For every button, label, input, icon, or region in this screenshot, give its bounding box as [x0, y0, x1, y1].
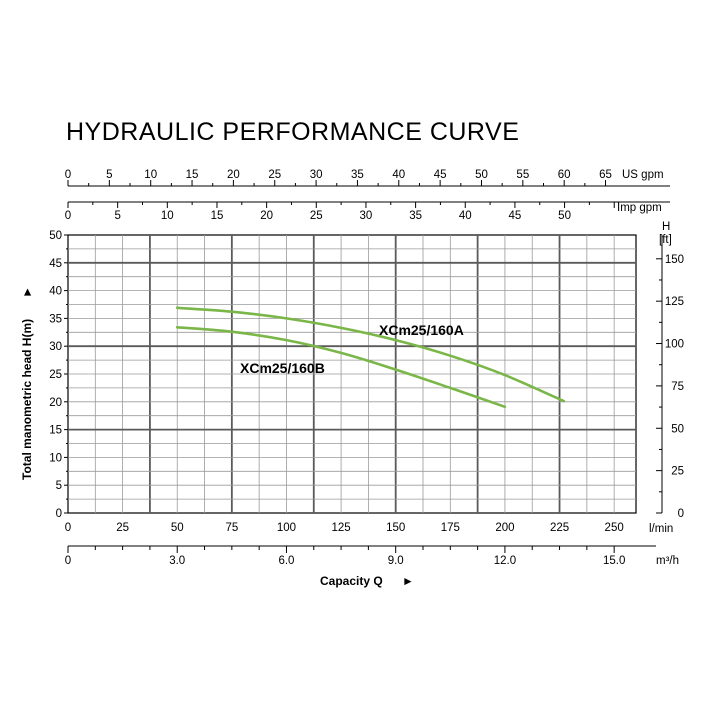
head-ft-tick-label: 100	[665, 339, 684, 351]
imp-gpm-unit: Imp gpm	[617, 202, 662, 214]
head-m-axis: 0 5 10 15 20 25 30 35 40 45 50 ►	[20, 230, 68, 520]
head-m-tick-label: 5	[56, 480, 62, 492]
m3h-tick-label: 15.0	[603, 555, 625, 567]
head-ft-unit-top: H	[662, 221, 670, 233]
head-m-tick-label: 45	[49, 258, 62, 270]
lmin-tick-label: 175	[441, 522, 460, 534]
m3h-tick-label: 0	[65, 555, 71, 567]
curve-xcm25-160b	[175, 326, 507, 409]
imp-gpm-tick-label: 20	[260, 210, 273, 222]
head-ft-tick-label: 0	[678, 508, 684, 520]
curve-xcm25-160a	[175, 306, 566, 403]
us-gpm-unit: US gpm	[622, 169, 664, 181]
imp-gpm-tick-label: 0	[65, 210, 71, 222]
head-m-tick-label: 25	[49, 369, 62, 381]
head-m-tick-label: 15	[49, 425, 62, 437]
head-ft-axis: 0 25 50 75 100 125 150 H[ft]	[656, 221, 684, 520]
lmin-tick-label: 250	[605, 522, 624, 534]
y-axis-label: Total manometric head H(m)	[20, 319, 34, 480]
us-gpm-tick-label: 60	[558, 169, 571, 181]
head-ft-tick-label: 50	[671, 423, 684, 435]
imp-gpm-tick-label: 35	[409, 210, 422, 222]
head-m-tick-label: 35	[49, 313, 62, 325]
performance-curves: XCm25/160A XCm25/160B	[175, 306, 566, 409]
us-gpm-tick-label: 5	[106, 169, 112, 181]
imp-gpm-tick-label: 30	[360, 210, 373, 222]
curve-label: XCm25/160A	[379, 322, 464, 338]
us-gpm-tick-label: 40	[392, 169, 405, 181]
us-gpm-tick-label: 55	[516, 169, 529, 181]
lmin-tick-label: 150	[386, 522, 405, 534]
imp-gpm-tick-label: 10	[161, 210, 174, 222]
us-gpm-tick-label: 15	[186, 169, 199, 181]
y-axis-arrow: ►	[20, 286, 34, 298]
lmin-tick-label: 200	[495, 522, 514, 534]
head-m-tick-label: 40	[49, 286, 62, 298]
m3h-tick-label: 6.0	[278, 555, 294, 567]
head-m-tick-label: 0	[56, 508, 62, 520]
us-gpm-tick-label: 0	[65, 169, 71, 181]
head-m-tick-label: 20	[49, 397, 62, 409]
lmin-tick-label: 75	[225, 522, 238, 534]
lmin-tick-label: 100	[277, 522, 296, 534]
top-flow-axes: 0 5 10 15 20 25 30 35 40 45 50 55 60 65 US gpm 0 5 10 15 20…	[65, 169, 670, 222]
lmin-tick-label: 125	[331, 522, 350, 534]
imp-gpm-tick-label: 5	[114, 210, 120, 222]
head-ft-tick-label: 150	[665, 254, 684, 266]
us-gpm-tick-label: 65	[599, 169, 612, 181]
m3h-tick-label: 9.0	[388, 555, 404, 567]
head-ft-unit-bottom: [ft]	[659, 234, 672, 246]
imp-gpm-tick-label: 15	[211, 210, 224, 222]
imp-gpm-tick-label: 40	[459, 210, 472, 222]
imp-gpm-tick-label: 45	[509, 210, 522, 222]
head-ft-tick-label: 25	[671, 466, 684, 478]
lmin-tick-label: 0	[65, 522, 71, 534]
plot-grid	[67, 234, 637, 514]
chart-title: HYDRAULIC PERFORMANCE CURVE	[66, 118, 519, 146]
us-gpm-tick-label: 50	[475, 169, 488, 181]
lmin-tick-label: 50	[171, 522, 184, 534]
head-m-tick-label: 10	[49, 452, 62, 464]
head-m-tick-label: 30	[49, 341, 62, 353]
head-ft-tick-label: 125	[665, 296, 684, 308]
head-ft-tick-label: 75	[671, 381, 684, 393]
imp-gpm-tick-label: 25	[310, 210, 323, 222]
x-axis-label: Capacity Q	[320, 574, 383, 588]
lmin-tick-label: 225	[550, 522, 569, 534]
curve-label: XCm25/160B	[240, 360, 325, 376]
head-m-tick-label: 50	[49, 230, 62, 242]
us-gpm-tick-label: 30	[310, 169, 323, 181]
lmin-unit: l/min	[649, 523, 673, 535]
m3h-tick-label: 12.0	[494, 555, 516, 567]
x-axis-arrow: ►	[402, 574, 414, 588]
lmin-tick-label: 25	[116, 522, 129, 534]
us-gpm-tick-label: 35	[351, 169, 364, 181]
bottom-flow-axes: 0 25 50 75 100 125 150 175 200 225 250 l/min 0 3.0 6.0…	[65, 522, 679, 588]
m3h-tick-label: 3.0	[169, 555, 185, 567]
m3h-unit: m³/h	[656, 555, 679, 567]
us-gpm-tick-label: 25	[268, 169, 281, 181]
us-gpm-tick-label: 20	[227, 169, 240, 181]
imp-gpm-tick-label: 50	[558, 210, 571, 222]
us-gpm-tick-label: 10	[144, 169, 157, 181]
us-gpm-tick-label: 45	[434, 169, 447, 181]
